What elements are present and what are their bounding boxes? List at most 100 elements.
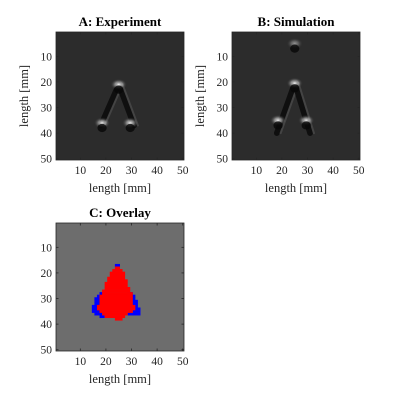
overlay-cell bbox=[99, 310, 133, 313]
x-tick-label: 30 bbox=[126, 165, 138, 177]
y-tick-label: 20 bbox=[41, 268, 53, 280]
light-edge bbox=[297, 82, 315, 135]
overlay-cell bbox=[114, 266, 120, 270]
overlay-cell bbox=[109, 271, 126, 275]
overlay-cell bbox=[104, 287, 131, 290]
x-tick-label: 40 bbox=[151, 356, 163, 368]
overlay-cell bbox=[127, 312, 141, 316]
overlay-cell bbox=[107, 276, 126, 280]
panel-0: 10 20 30 40 50 10 20 30 40 50 A: Experiment length … bbox=[17, 14, 189, 195]
overlay-cell bbox=[104, 281, 128, 285]
plot-area bbox=[232, 32, 360, 160]
x-tick-label: 20 bbox=[276, 165, 288, 177]
overlay-cell bbox=[99, 294, 133, 298]
overlay-cell bbox=[114, 263, 120, 267]
overlay-cell bbox=[99, 299, 133, 303]
bright-spot bbox=[110, 78, 127, 91]
y-tick-label: 40 bbox=[41, 319, 53, 331]
image-background bbox=[56, 32, 184, 160]
bright-spot bbox=[286, 77, 303, 89]
overlay-cell bbox=[102, 292, 133, 295]
dark-shadow bbox=[125, 123, 135, 133]
overlay-cell bbox=[99, 297, 133, 301]
y-tick-label: 10 bbox=[217, 51, 229, 63]
axes-box bbox=[231, 31, 361, 161]
overlay-cell bbox=[130, 294, 136, 298]
overlay-cell bbox=[107, 279, 128, 283]
y-tick-label: 50 bbox=[41, 154, 53, 166]
x-tick-label: 50 bbox=[177, 356, 189, 368]
overlay-cell bbox=[99, 315, 105, 319]
x-tick-label: 50 bbox=[353, 165, 365, 177]
x-tick-label: 20 bbox=[100, 356, 112, 368]
bright-spot bbox=[93, 117, 111, 129]
y-tick-label: 10 bbox=[41, 51, 53, 63]
x-tick-label: 10 bbox=[75, 165, 87, 177]
dark-shadow bbox=[97, 123, 107, 133]
overlay-cell bbox=[114, 317, 123, 321]
x-axis-label: length [mm] bbox=[89, 181, 151, 195]
x-tick-label: 30 bbox=[302, 165, 314, 177]
bright-spot bbox=[298, 114, 315, 126]
y-tick-label: 40 bbox=[217, 128, 229, 140]
overlay-cell bbox=[104, 315, 126, 319]
dark-shadow bbox=[114, 85, 124, 94]
x-tick-label: 20 bbox=[100, 165, 112, 177]
overlay-cell bbox=[130, 302, 138, 306]
x-tick-label: 50 bbox=[177, 165, 189, 177]
x-tick-label: 40 bbox=[327, 165, 339, 177]
overlay-cell bbox=[91, 310, 103, 313]
overlay-cell bbox=[102, 312, 128, 316]
chart-title: B: Simulation bbox=[258, 14, 336, 29]
y-tick-label: 30 bbox=[41, 294, 53, 306]
dark-shadow bbox=[301, 121, 311, 130]
overlay-cell bbox=[112, 269, 123, 272]
chart-title: A: Experiment bbox=[79, 14, 162, 29]
overlay-cell bbox=[132, 307, 141, 311]
panel-1: 10 20 30 40 50 10 20 30 40 50 B: Simulation length … bbox=[193, 14, 365, 195]
overlay-cell bbox=[132, 310, 141, 313]
bright-spot bbox=[286, 37, 303, 50]
overlay-cell bbox=[104, 284, 128, 288]
y-tick-label: 50 bbox=[217, 154, 229, 166]
x-tick-label: 40 bbox=[151, 165, 163, 177]
y-tick-label: 10 bbox=[41, 242, 53, 254]
overlay-cell bbox=[94, 312, 105, 316]
overlay-cell bbox=[130, 299, 138, 303]
chart-title: C: Overlay bbox=[89, 205, 151, 220]
y-axis-label: length [mm] bbox=[17, 65, 31, 127]
y-tick-label: 30 bbox=[41, 103, 53, 115]
overlay-cell bbox=[91, 304, 100, 308]
axes-box bbox=[55, 222, 185, 352]
x-axis-label: length [mm] bbox=[89, 372, 151, 386]
x-tick-label: 30 bbox=[126, 356, 138, 368]
overlay-cell bbox=[109, 274, 126, 278]
overlay-cell bbox=[94, 299, 103, 303]
overlay-cell bbox=[102, 289, 131, 293]
y-tick-label: 50 bbox=[41, 345, 53, 357]
dark-shadow bbox=[290, 44, 300, 53]
plot-area bbox=[56, 32, 184, 160]
axes-box bbox=[55, 31, 185, 161]
y-axis-label: length [mm] bbox=[193, 65, 207, 127]
x-tick-label: 10 bbox=[75, 356, 87, 368]
overlay-cell bbox=[96, 307, 136, 311]
bright-spot bbox=[122, 117, 139, 129]
x-axis-label: length [mm] bbox=[265, 181, 327, 195]
overlay-cell bbox=[96, 304, 136, 308]
plot-area bbox=[56, 223, 184, 351]
panel-2: 10 20 30 40 50 10 20 30 40 50 C: Overlay length [mm… bbox=[41, 205, 189, 386]
overlay-cell bbox=[94, 297, 103, 301]
dark-shadow bbox=[273, 121, 283, 130]
y-tick-label: 30 bbox=[217, 103, 229, 115]
y-tick-label: 20 bbox=[41, 77, 53, 89]
overlay-cell bbox=[99, 302, 133, 306]
dark-shadow bbox=[290, 84, 300, 93]
x-tick-label: 10 bbox=[251, 165, 263, 177]
y-tick-label: 40 bbox=[41, 128, 53, 140]
overlay-cell bbox=[94, 302, 103, 306]
overlay-cell bbox=[130, 297, 136, 301]
overlay-cell bbox=[91, 307, 100, 311]
y-tick-label: 20 bbox=[217, 77, 229, 89]
